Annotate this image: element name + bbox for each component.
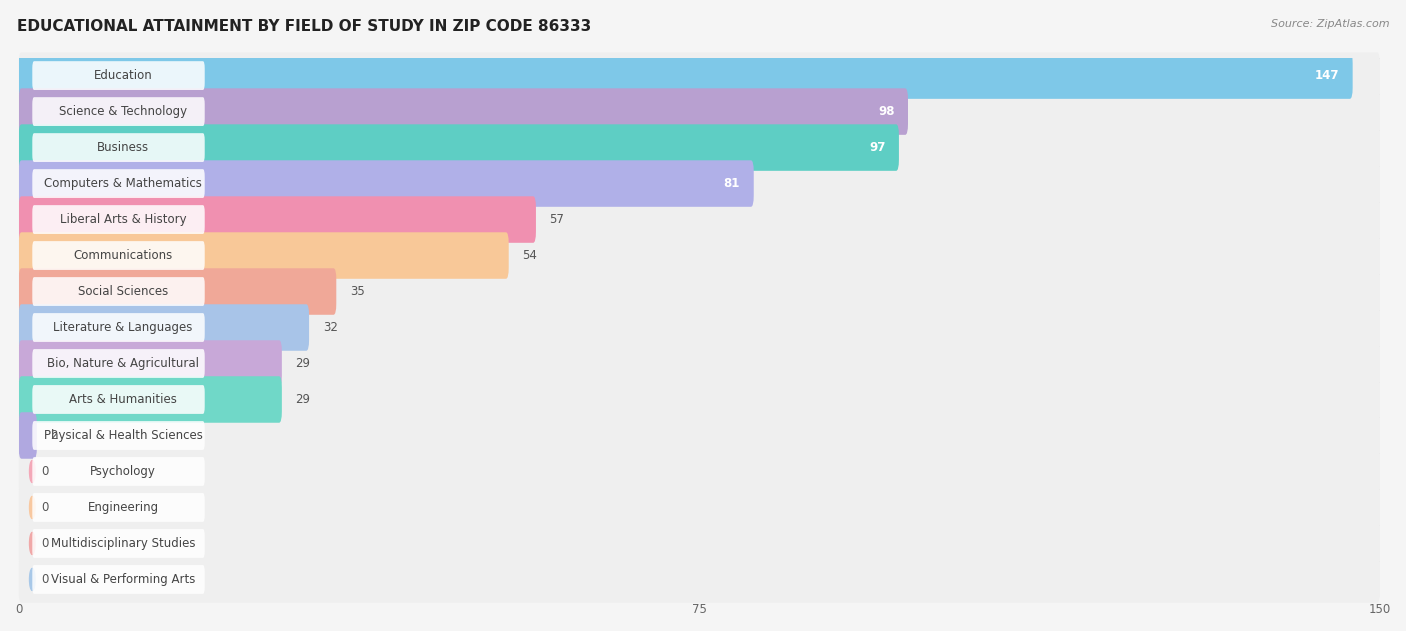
FancyBboxPatch shape bbox=[18, 304, 309, 351]
Text: 2: 2 bbox=[51, 429, 58, 442]
FancyBboxPatch shape bbox=[18, 556, 1379, 603]
FancyBboxPatch shape bbox=[32, 385, 205, 414]
FancyBboxPatch shape bbox=[18, 232, 509, 279]
FancyBboxPatch shape bbox=[32, 277, 205, 306]
Text: 29: 29 bbox=[295, 357, 311, 370]
Text: Physical & Health Sciences: Physical & Health Sciences bbox=[44, 429, 202, 442]
FancyBboxPatch shape bbox=[18, 412, 37, 459]
Text: 0: 0 bbox=[41, 465, 49, 478]
FancyBboxPatch shape bbox=[32, 241, 205, 270]
FancyBboxPatch shape bbox=[18, 52, 1353, 99]
Text: 0: 0 bbox=[41, 537, 49, 550]
Text: Science & Technology: Science & Technology bbox=[59, 105, 187, 118]
Text: 97: 97 bbox=[869, 141, 886, 154]
Text: Source: ZipAtlas.com: Source: ZipAtlas.com bbox=[1271, 19, 1389, 29]
FancyBboxPatch shape bbox=[32, 313, 205, 342]
FancyBboxPatch shape bbox=[18, 124, 898, 171]
FancyBboxPatch shape bbox=[18, 160, 1379, 207]
FancyBboxPatch shape bbox=[32, 61, 205, 90]
Text: Bio, Nature & Agricultural: Bio, Nature & Agricultural bbox=[46, 357, 200, 370]
Circle shape bbox=[30, 497, 35, 519]
FancyBboxPatch shape bbox=[32, 133, 205, 162]
FancyBboxPatch shape bbox=[18, 484, 1379, 531]
FancyBboxPatch shape bbox=[18, 196, 1379, 243]
FancyBboxPatch shape bbox=[32, 349, 205, 378]
Circle shape bbox=[30, 533, 35, 555]
FancyBboxPatch shape bbox=[32, 457, 205, 486]
FancyBboxPatch shape bbox=[32, 493, 205, 522]
FancyBboxPatch shape bbox=[18, 376, 281, 423]
FancyBboxPatch shape bbox=[18, 124, 1379, 171]
FancyBboxPatch shape bbox=[18, 376, 1379, 423]
Circle shape bbox=[30, 569, 35, 591]
FancyBboxPatch shape bbox=[18, 88, 908, 135]
FancyBboxPatch shape bbox=[18, 160, 754, 207]
Text: 35: 35 bbox=[350, 285, 364, 298]
Text: Computers & Mathematics: Computers & Mathematics bbox=[44, 177, 202, 190]
Text: 29: 29 bbox=[295, 393, 311, 406]
FancyBboxPatch shape bbox=[32, 529, 205, 558]
FancyBboxPatch shape bbox=[32, 205, 205, 234]
FancyBboxPatch shape bbox=[32, 97, 205, 126]
Text: 0: 0 bbox=[41, 501, 49, 514]
Text: Business: Business bbox=[97, 141, 149, 154]
FancyBboxPatch shape bbox=[18, 304, 1379, 351]
Text: Social Sciences: Social Sciences bbox=[77, 285, 169, 298]
FancyBboxPatch shape bbox=[18, 340, 1379, 387]
Text: Arts & Humanities: Arts & Humanities bbox=[69, 393, 177, 406]
Text: Liberal Arts & History: Liberal Arts & History bbox=[59, 213, 187, 226]
Circle shape bbox=[30, 461, 35, 483]
FancyBboxPatch shape bbox=[32, 565, 205, 594]
Text: Multidisciplinary Studies: Multidisciplinary Studies bbox=[51, 537, 195, 550]
Text: 147: 147 bbox=[1315, 69, 1339, 82]
FancyBboxPatch shape bbox=[32, 421, 205, 450]
FancyBboxPatch shape bbox=[18, 52, 1379, 99]
FancyBboxPatch shape bbox=[18, 88, 1379, 135]
FancyBboxPatch shape bbox=[18, 520, 1379, 567]
FancyBboxPatch shape bbox=[18, 340, 281, 387]
FancyBboxPatch shape bbox=[18, 268, 1379, 315]
FancyBboxPatch shape bbox=[18, 268, 336, 315]
Text: 81: 81 bbox=[724, 177, 740, 190]
FancyBboxPatch shape bbox=[32, 169, 205, 198]
Text: Engineering: Engineering bbox=[87, 501, 159, 514]
Text: Communications: Communications bbox=[73, 249, 173, 262]
Text: EDUCATIONAL ATTAINMENT BY FIELD OF STUDY IN ZIP CODE 86333: EDUCATIONAL ATTAINMENT BY FIELD OF STUDY… bbox=[17, 19, 591, 34]
Text: Psychology: Psychology bbox=[90, 465, 156, 478]
Text: 98: 98 bbox=[877, 105, 894, 118]
FancyBboxPatch shape bbox=[18, 232, 1379, 279]
Text: Literature & Languages: Literature & Languages bbox=[53, 321, 193, 334]
FancyBboxPatch shape bbox=[18, 448, 1379, 495]
Text: Visual & Performing Arts: Visual & Performing Arts bbox=[51, 573, 195, 586]
Text: 0: 0 bbox=[41, 573, 49, 586]
FancyBboxPatch shape bbox=[18, 412, 1379, 459]
Text: 54: 54 bbox=[522, 249, 537, 262]
Text: 32: 32 bbox=[323, 321, 337, 334]
Text: Education: Education bbox=[94, 69, 152, 82]
Text: 57: 57 bbox=[550, 213, 564, 226]
FancyBboxPatch shape bbox=[18, 196, 536, 243]
